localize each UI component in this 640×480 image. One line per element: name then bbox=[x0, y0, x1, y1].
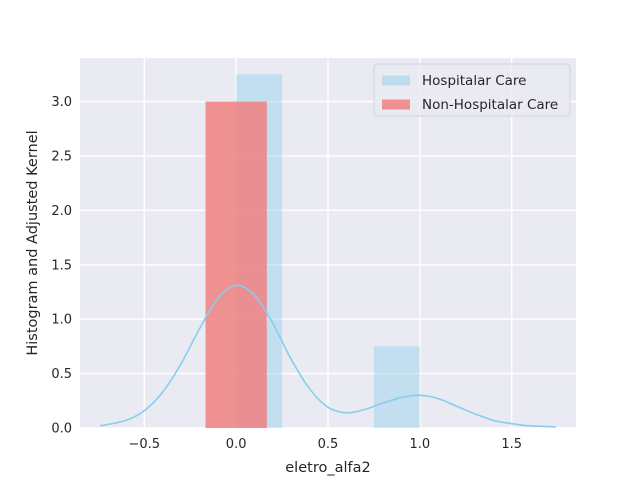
y-tick-label: 0.5 bbox=[51, 367, 72, 382]
y-tick-label: 1.5 bbox=[51, 258, 72, 273]
legend-label-series-0: Hospitalar Care bbox=[422, 73, 526, 89]
legend: Hospitalar Care Non-Hospitalar Care bbox=[373, 63, 571, 117]
x-tick-labels: −0.5 0.0 0.5 1.0 1.5 bbox=[129, 437, 523, 452]
x-tick-label: 0.5 bbox=[318, 437, 339, 452]
x-tick-label: −0.5 bbox=[129, 437, 161, 452]
x-tick-label: 1.5 bbox=[501, 437, 522, 452]
histogram-bars bbox=[205, 74, 420, 428]
x-tick-label: 0.0 bbox=[226, 437, 247, 452]
y-tick-label: 2.0 bbox=[51, 204, 72, 219]
bar-series-1-bin-0 bbox=[205, 101, 267, 428]
legend-swatch-series-0 bbox=[382, 75, 410, 86]
bar-series-0-bin-1 bbox=[373, 346, 420, 428]
kde-curves bbox=[100, 284, 556, 428]
y-tick-label: 0.0 bbox=[51, 422, 72, 437]
x-axis-label: eletro_alfa2 bbox=[285, 460, 370, 476]
y-tick-label: 3.0 bbox=[51, 95, 72, 110]
y-tick-label: 2.5 bbox=[51, 149, 72, 164]
y-tick-labels: 0.0 0.5 1.0 1.5 2.0 2.5 3.0 bbox=[51, 95, 72, 436]
x-tick-label: 1.0 bbox=[410, 437, 431, 452]
legend-swatch-series-1 bbox=[382, 99, 410, 110]
legend-label-series-1: Non-Hospitalar Care bbox=[422, 97, 558, 113]
y-axis-label: Histogram and Adjusted Kernel bbox=[25, 130, 41, 355]
legend-box bbox=[373, 63, 571, 117]
kde-line-series-0 bbox=[100, 284, 556, 428]
y-tick-label: 1.0 bbox=[51, 313, 72, 328]
